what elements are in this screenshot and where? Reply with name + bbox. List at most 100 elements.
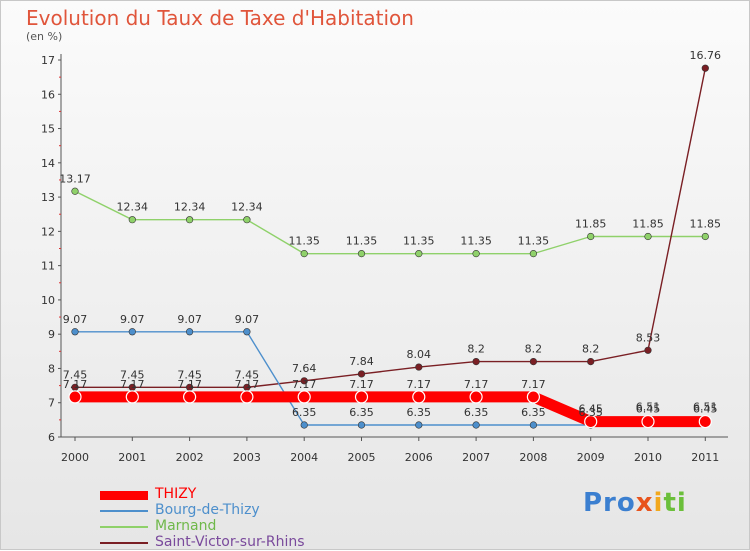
data-point-2-2 [186, 216, 194, 224]
data-point-3-5 [357, 370, 366, 378]
data-label-0-10: 6.45 [636, 403, 661, 416]
y-tick-label: 11 [41, 260, 55, 273]
data-label-2-6: 11.35 [403, 235, 435, 248]
data-point-1-7 [472, 421, 480, 429]
x-tick-label: 2010 [634, 451, 662, 464]
data-label-2-11: 11.85 [690, 218, 722, 231]
data-label-0-0: 7.17 [63, 378, 88, 391]
data-point-0-4 [297, 390, 311, 404]
logo-part-2: x [635, 488, 654, 518]
data-label-2-4: 11.35 [288, 235, 320, 248]
x-tick-label: 2007 [462, 451, 490, 464]
data-point-2-8 [529, 250, 538, 258]
data-point-3-8 [529, 358, 538, 366]
chart-unit: (en %) [26, 30, 63, 43]
data-label-3-9: 8.2 [582, 343, 600, 356]
chart-title: Evolution du Taux de Taxe d'Habitation [26, 6, 414, 30]
data-label-0-1: 7.17 [120, 378, 145, 391]
data-label-1-4: 6.35 [292, 406, 317, 419]
data-point-2-6 [415, 250, 423, 258]
x-tick-label: 2009 [577, 451, 605, 464]
y-tick-label: 6 [48, 431, 55, 444]
data-point-3-4 [300, 377, 308, 385]
data-point-0-1 [125, 390, 139, 404]
data-point-2-10 [644, 232, 652, 241]
data-point-1-1 [128, 328, 136, 336]
y-tick-label: 7 [48, 397, 55, 410]
x-tick-label: 2005 [348, 451, 376, 464]
data-label-0-9: 6.45 [578, 403, 603, 416]
data-point-1-5 [357, 421, 366, 429]
y-tick-label: 14 [41, 157, 55, 170]
data-point-0-0 [68, 390, 82, 404]
data-label-3-4: 7.64 [292, 362, 317, 375]
y-tick-label: 8 [48, 362, 55, 375]
data-point-2-3 [243, 216, 251, 224]
x-tick-label: 2003 [233, 451, 261, 464]
data-label-3-1: 7.45 [120, 368, 145, 381]
data-point-1-4 [300, 421, 308, 429]
logo-part-3: i [653, 488, 664, 518]
data-point-2-0 [71, 187, 79, 195]
y-tick-label: 16 [41, 88, 55, 101]
data-point-0-8 [526, 390, 541, 404]
legend-label-thizy: THIZY [155, 486, 197, 502]
legend-label-marnand: Marnand [155, 518, 217, 534]
data-label-0-6: 7.17 [407, 378, 432, 391]
data-point-0-7 [469, 390, 483, 404]
data-point-3-11 [701, 64, 709, 72]
data-label-1-9: 6.35 [578, 406, 603, 419]
data-label-1-11: 6.51 [693, 401, 718, 414]
legend-swatch-marnand [100, 526, 148, 528]
data-label-0-5: 7.17 [349, 378, 374, 391]
data-point-3-7 [472, 358, 480, 366]
data-label-2-1: 12.34 [117, 201, 149, 214]
data-label-0-7: 7.17 [464, 378, 489, 391]
data-label-1-1: 9.07 [120, 313, 145, 326]
data-point-3-10 [644, 346, 652, 354]
x-tick-label: 2008 [519, 451, 547, 464]
data-point-0-3 [240, 390, 254, 404]
data-point-2-5 [357, 250, 366, 258]
legend-swatch-saint-victor-sur-rhins [100, 542, 148, 544]
logo-part-1: Pro [583, 488, 636, 518]
series-line-0 [69, 391, 711, 428]
data-label-1-3: 9.07 [235, 313, 260, 326]
data-point-0-9 [584, 414, 598, 429]
data-label-2-10: 11.85 [632, 218, 664, 231]
data-label-3-2: 7.45 [177, 368, 202, 381]
data-label-0-8: 7.17 [521, 378, 546, 391]
data-label-3-5: 7.84 [349, 355, 374, 368]
y-tick-label: 13 [41, 191, 55, 204]
data-label-2-2: 12.34 [174, 201, 206, 214]
data-label-1-7: 6.35 [464, 406, 489, 419]
data-label-3-7: 8.2 [467, 343, 485, 356]
data-point-2-9 [587, 232, 595, 241]
data-label-1-2: 9.07 [177, 313, 202, 326]
data-point-1-6 [415, 421, 423, 429]
proxiti-logo: Proxiti [583, 488, 687, 518]
data-label-0-3: 7.17 [235, 378, 260, 391]
data-label-3-0: 7.45 [63, 368, 88, 381]
data-label-1-10: 6.51 [636, 401, 661, 414]
legend-swatch-thizy [100, 491, 148, 500]
data-label-2-0: 13.17 [59, 172, 91, 185]
data-label-1-8: 6.35 [521, 406, 546, 419]
data-point-3-9 [587, 358, 595, 366]
data-point-1-2 [186, 328, 194, 336]
series-line-1 [74, 331, 706, 426]
y-tick-label: 15 [41, 123, 55, 136]
legend-label-saint-victor-sur-rhins: Saint-Victor-sur-Rhins [155, 534, 305, 550]
series-line-2 [74, 190, 706, 255]
data-point-2-7 [472, 250, 480, 258]
logo-part-4: ti [663, 488, 687, 518]
x-tick-label: 2011 [691, 451, 719, 464]
legend-swatch-bourg-de-thizy [100, 510, 148, 512]
data-label-0-4: 7.17 [292, 378, 317, 391]
x-tick-label: 2004 [290, 451, 318, 464]
data-label-2-5: 11.35 [346, 235, 378, 248]
data-label-3-11: 16.76 [690, 49, 722, 62]
data-label-1-6: 6.35 [407, 406, 432, 419]
data-label-2-3: 12.34 [231, 201, 263, 214]
